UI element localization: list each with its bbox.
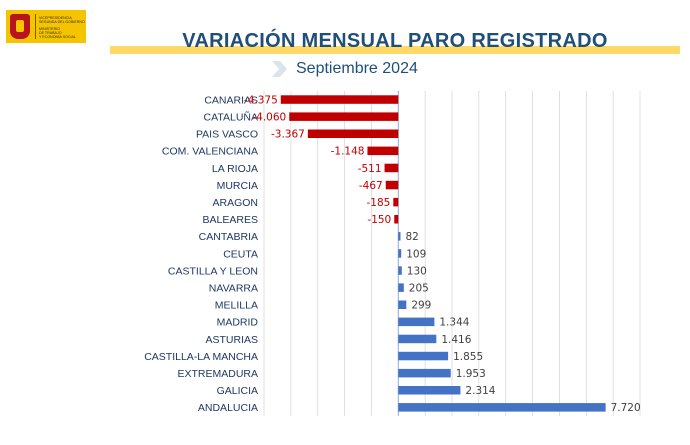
data-label: -150 bbox=[367, 214, 391, 226]
data-label: 299 bbox=[411, 300, 431, 312]
coat-of-arms-icon bbox=[10, 14, 30, 39]
data-label: 1.953 bbox=[456, 368, 486, 380]
data-label: 2.314 bbox=[465, 385, 495, 397]
category-label: CANTABRIA bbox=[199, 231, 258, 243]
bar-com-valenciana bbox=[367, 146, 399, 156]
category-label: BALEARES bbox=[203, 214, 258, 226]
bar-asturias bbox=[398, 334, 437, 344]
bar-pais-vasco bbox=[307, 129, 399, 138]
data-label: -185 bbox=[366, 197, 390, 209]
category-label: CASTILLA Y LEON bbox=[168, 265, 258, 277]
bar-melilla bbox=[398, 300, 407, 309]
data-label: -3.367 bbox=[271, 129, 305, 141]
chevron-right-icon bbox=[272, 61, 287, 77]
data-label: 1.344 bbox=[439, 317, 469, 329]
category-label: GALICIA bbox=[217, 385, 258, 397]
logo-text-ministerio: MINISTERIO DE TRABAJO Y ECONOMÍA SOCIAL bbox=[39, 27, 76, 40]
data-label: 205 bbox=[409, 282, 429, 294]
category-label: MELILLA bbox=[215, 300, 258, 312]
bar-castilla-y-leon bbox=[398, 266, 402, 275]
bar-baleares bbox=[394, 215, 399, 224]
category-label: CATALUÑA bbox=[204, 110, 258, 123]
bar-galicia bbox=[398, 386, 461, 395]
logo-text-vicepresidencia: VICEPRESIDENCIA SEGUNDA DEL GOBIERNO bbox=[39, 16, 85, 25]
data-label: 82 bbox=[405, 231, 418, 243]
bar-navarra bbox=[398, 283, 404, 292]
data-label: -467 bbox=[359, 180, 383, 192]
bar-la-rioja bbox=[384, 163, 399, 173]
category-label: ANDALUCIA bbox=[198, 402, 258, 414]
bar-murcia bbox=[385, 180, 399, 190]
bar-extremadura bbox=[398, 368, 451, 378]
category-label: CASTILLA-LA MANCHA bbox=[144, 351, 258, 363]
chart-subtitle: Septiembre 2024 bbox=[296, 60, 418, 77]
category-label: LA RIOJA bbox=[212, 163, 258, 175]
bar-madrid bbox=[398, 317, 435, 327]
title-underline-bar bbox=[110, 46, 680, 54]
data-label: 130 bbox=[407, 265, 427, 277]
bar-aragon bbox=[393, 197, 399, 207]
category-label: NAVARRA bbox=[209, 282, 258, 294]
data-label: 109 bbox=[406, 248, 426, 260]
logo-divider bbox=[35, 14, 36, 39]
category-label: ASTURIAS bbox=[205, 334, 258, 346]
data-label: -4.375 bbox=[244, 94, 278, 106]
category-label: CEUTA bbox=[223, 248, 258, 260]
category-label: PAIS VASCO bbox=[196, 129, 258, 141]
bar-cataluña bbox=[289, 112, 399, 121]
category-label: EXTREMADURA bbox=[177, 368, 258, 380]
category-label: ARAGON bbox=[212, 197, 258, 209]
data-label: -511 bbox=[358, 163, 382, 175]
ministry-logo: VICEPRESIDENCIA SEGUNDA DEL GOBIERNO MIN… bbox=[6, 10, 86, 43]
chart-title: VARIACIÓN MENSUAL PARO REGISTRADO bbox=[182, 30, 608, 52]
bar-castilla-la-mancha bbox=[398, 351, 449, 361]
data-label: 7.720 bbox=[611, 402, 641, 414]
data-label: 1.855 bbox=[453, 351, 483, 363]
category-label: MADRID bbox=[217, 317, 259, 329]
bar-ceuta bbox=[398, 249, 402, 258]
bar-cantabria bbox=[398, 232, 401, 241]
bar-andalucia bbox=[398, 403, 606, 412]
category-label: CANARIAS bbox=[204, 94, 258, 106]
bar-canarias bbox=[280, 95, 399, 104]
category-label: COM. VALENCIANA bbox=[162, 146, 258, 158]
category-label: MURCIA bbox=[217, 180, 258, 192]
data-label: 1.416 bbox=[441, 334, 471, 346]
data-label: -4.060 bbox=[252, 111, 286, 123]
data-label: -1.148 bbox=[331, 146, 365, 158]
